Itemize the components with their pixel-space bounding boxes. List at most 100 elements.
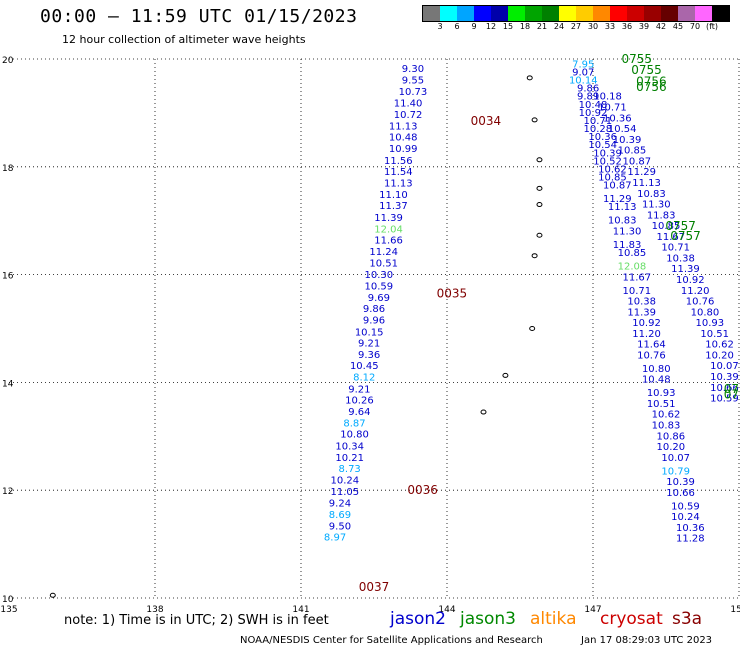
color-swatch — [593, 6, 610, 21]
time-label: 0755 — [631, 63, 662, 77]
color-bar-tick-label: 9 — [471, 22, 477, 31]
wave-height-value: 11.64 — [637, 340, 666, 351]
wave-height-value: 10.51 — [369, 258, 398, 269]
wave-height-value: 11.67 — [622, 272, 651, 283]
time-label: 0035 — [437, 286, 468, 300]
wave-height-value: 10.71 — [661, 243, 690, 254]
wave-height-value: 11.10 — [379, 190, 408, 201]
wave-height-value: 11.13 — [632, 178, 661, 189]
wave-height-value: 11.13 — [389, 121, 418, 132]
wave-height-value: 10.62 — [705, 340, 734, 351]
wave-height-value: 10.39 — [666, 477, 695, 488]
color-swatch — [474, 6, 491, 21]
grid — [9, 58, 740, 599]
color-bar-tick-label: 24 — [553, 22, 565, 31]
wave-height-value: 10.51 — [700, 329, 729, 340]
wave-height-value: 10.38 — [627, 297, 656, 308]
axis-labels: 135 138 141 144 147 150 10 12 14 16 18 20 — [0, 56, 740, 615]
island — [536, 185, 543, 191]
wave-height-value: 11.29 — [627, 167, 656, 178]
wave-height-value: 10.83 — [652, 421, 681, 432]
wave-height-value: 10.48 — [642, 375, 671, 386]
wave-height-value: 10.45 — [350, 361, 379, 372]
wave-height-value: 11.28 — [676, 534, 705, 545]
wave-height-value: 10.52 — [593, 156, 622, 167]
color-swatch — [525, 6, 542, 21]
color-bar-tick-label: 27 — [570, 22, 582, 31]
footer-note: note: 1) Time is in UTC; 2) SWH is in fe… — [64, 613, 329, 628]
wave-height-value: 10.36 — [676, 523, 705, 534]
wave-height-value: 11.20 — [681, 286, 710, 297]
wave-height-value: 11.39 — [374, 213, 403, 224]
wave-height-value: 11.20 — [632, 329, 661, 340]
color-bar-tick-label: 45 — [672, 22, 684, 31]
wave-height-value: 10.07 — [710, 361, 739, 372]
wave-height-value: 10.87 — [622, 156, 651, 167]
wave-height-value: 11.13 — [384, 179, 413, 190]
wave-height-value: 8.69 — [329, 510, 351, 521]
wave-height-value: 10.85 — [618, 248, 647, 259]
wave-height-value: 10.85 — [652, 221, 681, 232]
wave-height-value: 10.62 — [598, 164, 627, 175]
color-bar-tick-label: 15 — [502, 22, 514, 31]
color-swatch — [627, 6, 644, 21]
wave-height-value: 10.71 — [598, 103, 627, 114]
wave-height-value: 11.66 — [374, 236, 403, 247]
wave-height-value: 8.87 — [343, 418, 365, 429]
wave-height-value: 10.80 — [691, 307, 720, 318]
wave-height-value: 11.30 — [642, 200, 671, 211]
time-label: 0758 — [724, 382, 740, 396]
color-bar-tick-label: 21 — [536, 22, 548, 31]
wave-height-value: 10.76 — [637, 350, 666, 361]
wave-height-value: 10.39 — [710, 372, 739, 383]
wave-height-value: 10.15 — [355, 327, 384, 338]
wave-height-value: 11.37 — [379, 201, 408, 212]
wave-height-value: 8.12 — [353, 373, 375, 384]
color-bar-tick-label: 18 — [519, 22, 531, 31]
wave-height-value: 10.71 — [584, 116, 613, 127]
lat-tick-label: 20 — [2, 56, 14, 66]
wave-height-value: 10.30 — [365, 270, 394, 281]
wave-height-value: 10.85 — [618, 146, 647, 157]
time-labels: 0034003500360037075507550756075607570757… — [359, 52, 740, 594]
wave-height-value: 11.54 — [384, 167, 413, 178]
time-label: 0756 — [636, 80, 667, 94]
wave-height-value: 10.86 — [657, 431, 686, 442]
wave-height-value: 10.48 — [389, 133, 418, 144]
wave-height-value: 9.89 — [577, 92, 599, 103]
wave-height-value: 10.92 — [676, 275, 705, 286]
wave-height-value: 12.08 — [618, 262, 647, 273]
wave-height-value: 9.21 — [348, 384, 370, 395]
color-swatch — [423, 6, 440, 21]
wave-height-value: 10.59 — [365, 281, 394, 292]
color-bar — [422, 5, 730, 22]
page-title: 00:00 – 11:59 UTC 01/15/2023 — [40, 6, 358, 27]
wave-height-value: 10.24 — [330, 475, 359, 486]
color-bar-tick-label: 30 — [587, 22, 599, 31]
wave-height-value: 10.93 — [647, 388, 676, 399]
island — [536, 202, 543, 208]
lat-tick-label: 18 — [2, 164, 14, 174]
lon-tick-label: 141 — [292, 605, 309, 615]
islands — [49, 75, 543, 598]
wave-height-value: 9.24 — [329, 499, 351, 510]
wave-height-value: 9.86 — [363, 304, 385, 315]
lon-tick-label: 144 — [438, 605, 455, 615]
island — [49, 592, 56, 598]
time-label: 0755 — [622, 52, 653, 66]
wave-height-value: 9.50 — [329, 521, 351, 532]
wave-height-value: 10.54 — [588, 140, 617, 151]
wave-height-value: 11.13 — [608, 202, 637, 213]
wave-height-value: 10.18 — [593, 92, 622, 103]
island — [536, 232, 543, 238]
island — [526, 75, 533, 81]
color-swatch — [712, 6, 729, 21]
time-label: 0036 — [407, 483, 438, 497]
page-subtitle: 12 hour collection of altimeter wave hei… — [62, 33, 306, 46]
wave-height-value: 7.95 — [572, 59, 594, 70]
wave-height-value: 9.96 — [363, 315, 385, 326]
wave-height-value: 10.38 — [666, 253, 695, 264]
wave-height-value: 10.79 — [661, 466, 690, 477]
wave-height-value: 10.62 — [652, 410, 681, 421]
island — [531, 253, 538, 259]
